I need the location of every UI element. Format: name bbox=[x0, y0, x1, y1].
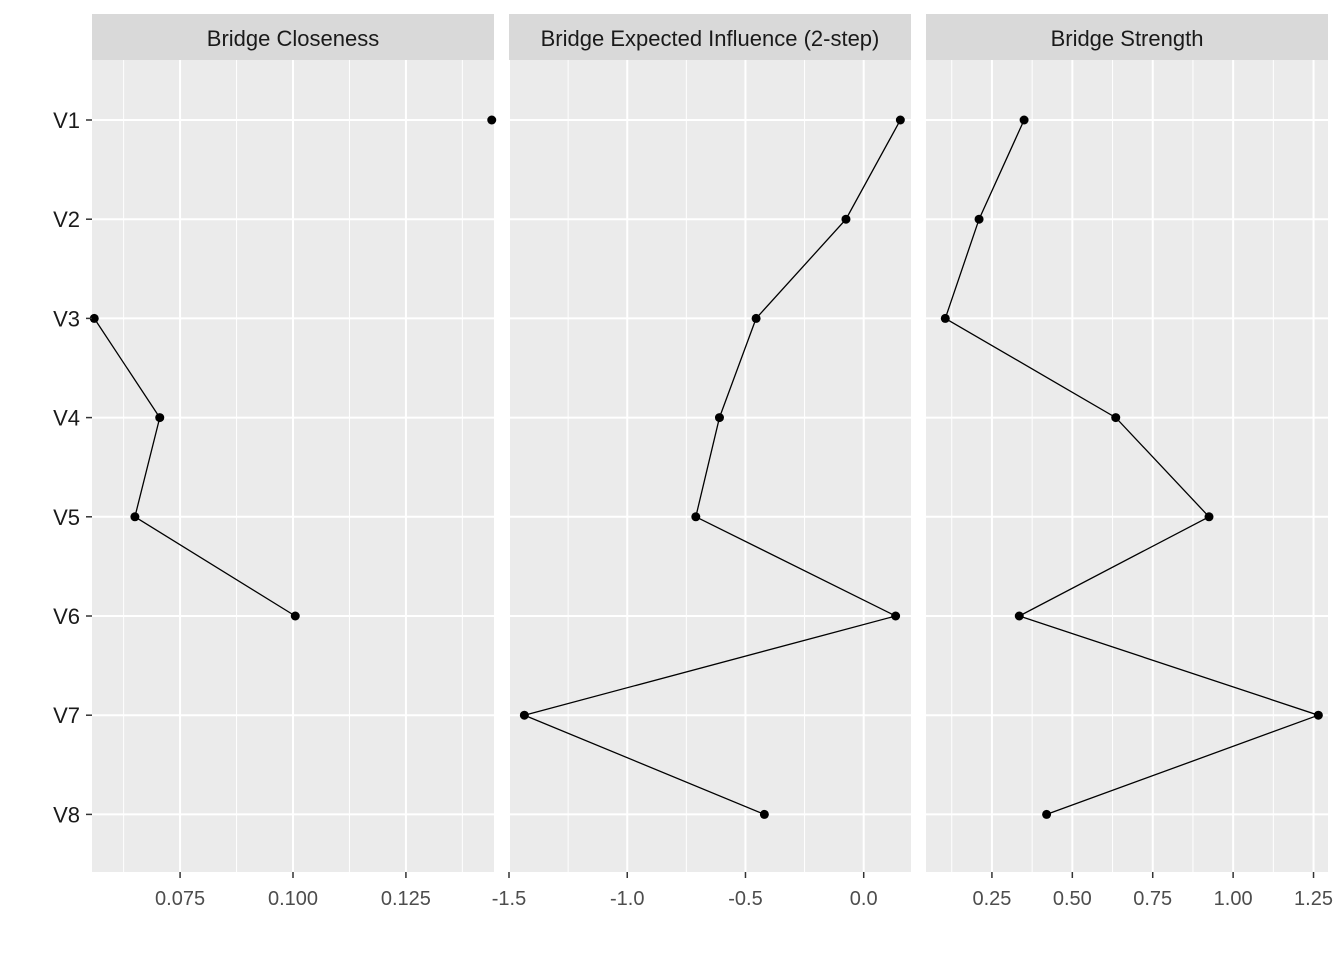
x-tick-label: 0.75 bbox=[1133, 888, 1172, 910]
x-tick-label: 1.25 bbox=[1294, 888, 1333, 910]
y-tick-label: V2 bbox=[53, 207, 80, 232]
x-tick-label: 0.25 bbox=[972, 888, 1011, 910]
data-point-v5 bbox=[130, 512, 140, 522]
strip-background bbox=[926, 14, 1328, 60]
y-tick-label: V8 bbox=[53, 802, 80, 827]
panel-1: Bridge Closeness 0.075 0.100 0.125 bbox=[89, 14, 497, 910]
x-tick-label: 0.100 bbox=[268, 888, 318, 910]
x-tick-label: -1.5 bbox=[492, 888, 526, 910]
x-tick-label: 1.00 bbox=[1214, 888, 1253, 910]
data-point-v3 bbox=[940, 313, 950, 323]
data-point-v4 bbox=[714, 413, 724, 423]
y-tick-label: V3 bbox=[53, 306, 80, 331]
data-point-v6 bbox=[290, 611, 300, 621]
strip-background bbox=[92, 14, 494, 60]
panel-background bbox=[509, 60, 911, 872]
series-line bbox=[93, 318, 296, 617]
data-point-v2 bbox=[974, 214, 984, 224]
x-tick-label: -0.5 bbox=[728, 888, 762, 910]
data-point-v5 bbox=[1204, 512, 1214, 522]
x-tick-label: 0.0 bbox=[850, 888, 878, 910]
panel-3: Bridge Strength 0.25 0.50 0.75 1.00 1.25 bbox=[926, 14, 1333, 910]
y-tick-label: V6 bbox=[53, 604, 80, 629]
series-line bbox=[522, 119, 901, 816]
data-point-v5 bbox=[691, 512, 701, 522]
strip-title: Bridge Strength bbox=[1051, 26, 1204, 51]
strip-title: Bridge Expected Influence (2-step) bbox=[541, 26, 880, 51]
data-point-v1 bbox=[895, 115, 905, 125]
x-tick-label: 0.50 bbox=[1053, 888, 1092, 910]
data-point-v6 bbox=[1014, 611, 1024, 621]
data-point-v1 bbox=[1019, 115, 1029, 125]
x-tick-label: -1.0 bbox=[610, 888, 644, 910]
data-point-v8 bbox=[759, 809, 769, 819]
data-point-v8 bbox=[1042, 809, 1052, 819]
y-tick-label: V4 bbox=[53, 406, 80, 431]
panel-background bbox=[926, 60, 1328, 872]
data-point-v7 bbox=[1313, 710, 1323, 720]
data-point-v2 bbox=[841, 214, 851, 224]
data-point-v7 bbox=[519, 710, 529, 720]
strip-background bbox=[509, 14, 911, 60]
data-point-v4 bbox=[1111, 413, 1121, 423]
data-point-v4 bbox=[155, 413, 165, 423]
x-tick-label: 0.075 bbox=[155, 888, 205, 910]
data-point-v3 bbox=[89, 313, 99, 323]
data-point-v6 bbox=[891, 611, 901, 621]
x-tick-label: 0.125 bbox=[381, 888, 431, 910]
y-tick-label: V5 bbox=[53, 505, 80, 530]
panel-2: Bridge Expected Influence (2-step) -1.5 -1… bbox=[492, 14, 911, 910]
series-line bbox=[944, 119, 1321, 816]
y-axis: V1 V2 V3 V4 V5 V6 V7 V8 bbox=[53, 108, 92, 827]
strip-title: Bridge Closeness bbox=[207, 26, 379, 51]
y-tick-label: V7 bbox=[53, 703, 80, 728]
y-tick-label: V1 bbox=[53, 108, 80, 133]
data-point-v3 bbox=[751, 313, 761, 323]
data-point-v1 bbox=[487, 115, 497, 125]
